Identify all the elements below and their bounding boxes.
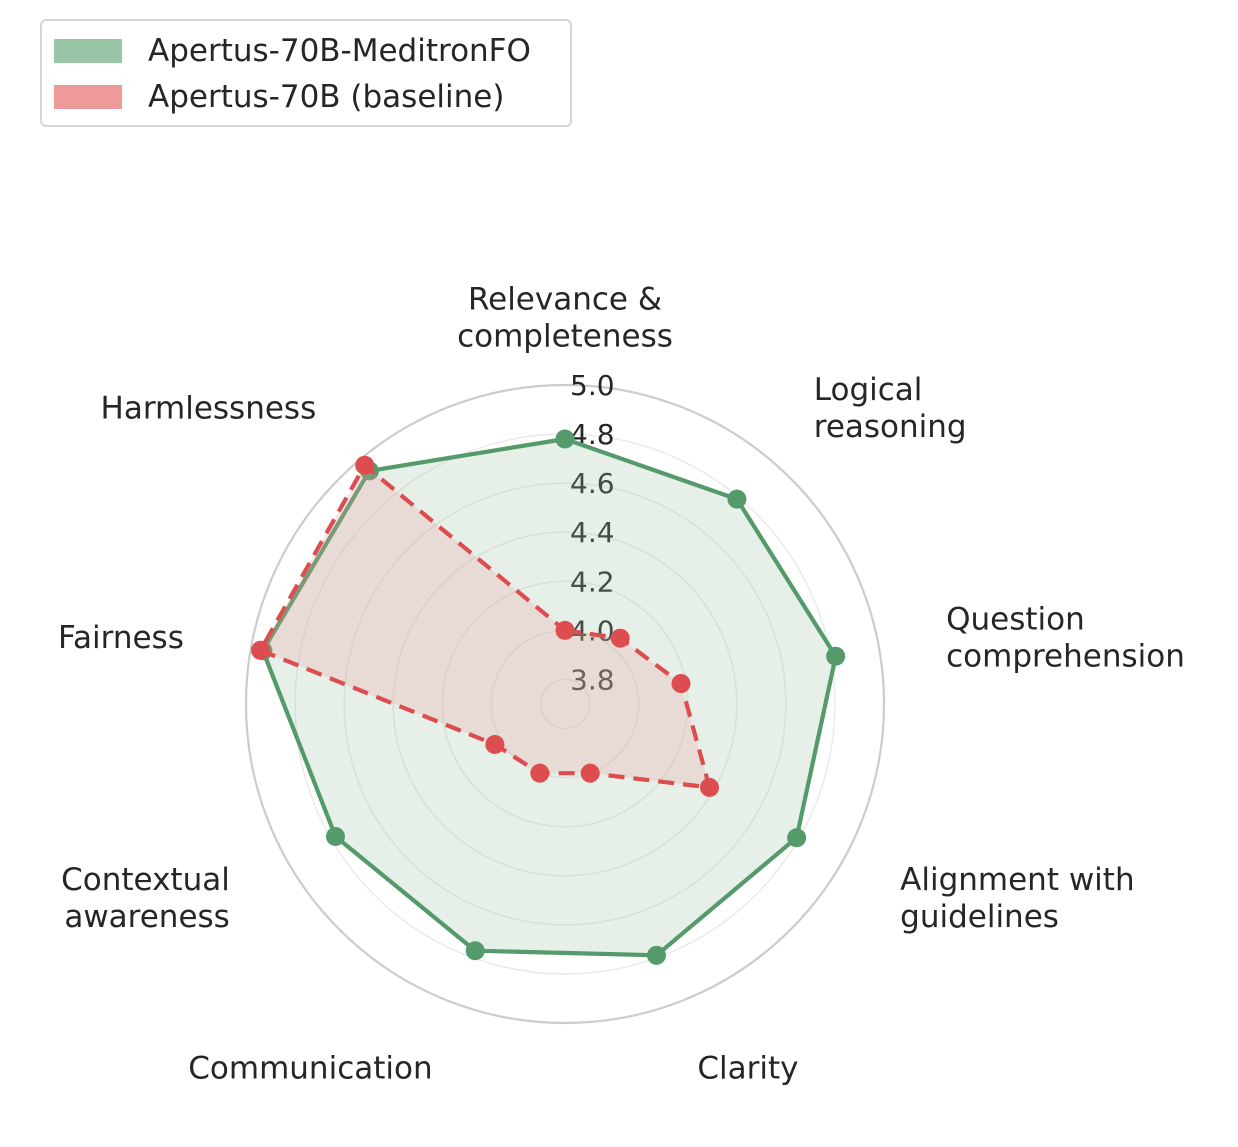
grid-circle-4 — [343, 482, 787, 926]
radial-tick-label: 5.0 — [570, 369, 615, 402]
series-apertus-70b-baseline — [251, 455, 720, 797]
data-point — [325, 827, 345, 847]
series-apertus-70b-meditronfo — [253, 429, 846, 965]
data-point — [826, 646, 846, 666]
legend-label-baseline: Apertus-70B (baseline) — [148, 79, 505, 115]
axis-label-clarity: Clarity — [697, 1051, 798, 1087]
data-point — [610, 628, 630, 648]
legend-swatch-meditronfo — [54, 39, 122, 63]
data-point — [485, 734, 505, 754]
radar-grid — [244, 383, 886, 1025]
legend-label-meditronfo: Apertus-70B-MeditronFO — [148, 33, 531, 69]
chart-legend: Apertus-70B-MeditronFO Apertus-70B (base… — [40, 19, 572, 127]
data-point — [355, 455, 375, 475]
radial-tick-label: 4.6 — [570, 467, 615, 500]
radar-series — [251, 429, 846, 965]
data-point — [671, 674, 691, 694]
series-line — [260, 436, 838, 958]
axis-label-relevance-completeness: Relevance & completeness — [457, 282, 673, 355]
radial-tick-label: 4.4 — [570, 516, 615, 549]
data-point — [580, 763, 600, 783]
axis-label-question-comprehension: Question comprehension — [946, 601, 1185, 674]
category-labels: Relevance & completeness Logical reasoning Q… — [58, 282, 1185, 1087]
legend-item-baseline: Apertus-70B (baseline) — [54, 77, 504, 117]
grid-circle-0 — [539, 678, 591, 730]
data-point — [646, 945, 666, 965]
data-point — [727, 489, 747, 509]
legend-item-meditronfo: Apertus-70B-MeditronFO — [54, 31, 531, 71]
radial-tick-label: 3.8 — [570, 663, 615, 696]
series-area — [260, 465, 710, 788]
data-point — [530, 763, 550, 783]
outer-frame-circle — [244, 383, 886, 1025]
data-point — [555, 429, 575, 449]
series-area — [262, 439, 836, 956]
axis-label-logical-reasoning: Logical reasoning — [814, 372, 967, 445]
legend-swatch-baseline — [54, 85, 122, 109]
axis-label-communication: Communication — [188, 1051, 432, 1087]
data-point — [465, 941, 485, 961]
axis-label-contextual-awareness: Contextual awareness — [61, 862, 230, 935]
data-point — [555, 620, 575, 640]
grid-circle-3 — [392, 531, 738, 877]
axis-label-fairness: Fairness — [58, 620, 184, 656]
radial-tick-labels: 3.84.04.24.44.64.85.0 — [570, 369, 615, 696]
axis-label-alignment-with-guidelines: Alignment with guidelines — [900, 862, 1134, 935]
radial-tick-label: 4.8 — [570, 418, 615, 451]
radial-tick-label: 4.2 — [570, 565, 615, 598]
data-point — [787, 828, 807, 848]
axis-label-harmlessness: Harmlessness — [101, 391, 317, 427]
data-point — [700, 777, 720, 797]
series-line — [258, 463, 712, 790]
data-point — [251, 640, 271, 660]
